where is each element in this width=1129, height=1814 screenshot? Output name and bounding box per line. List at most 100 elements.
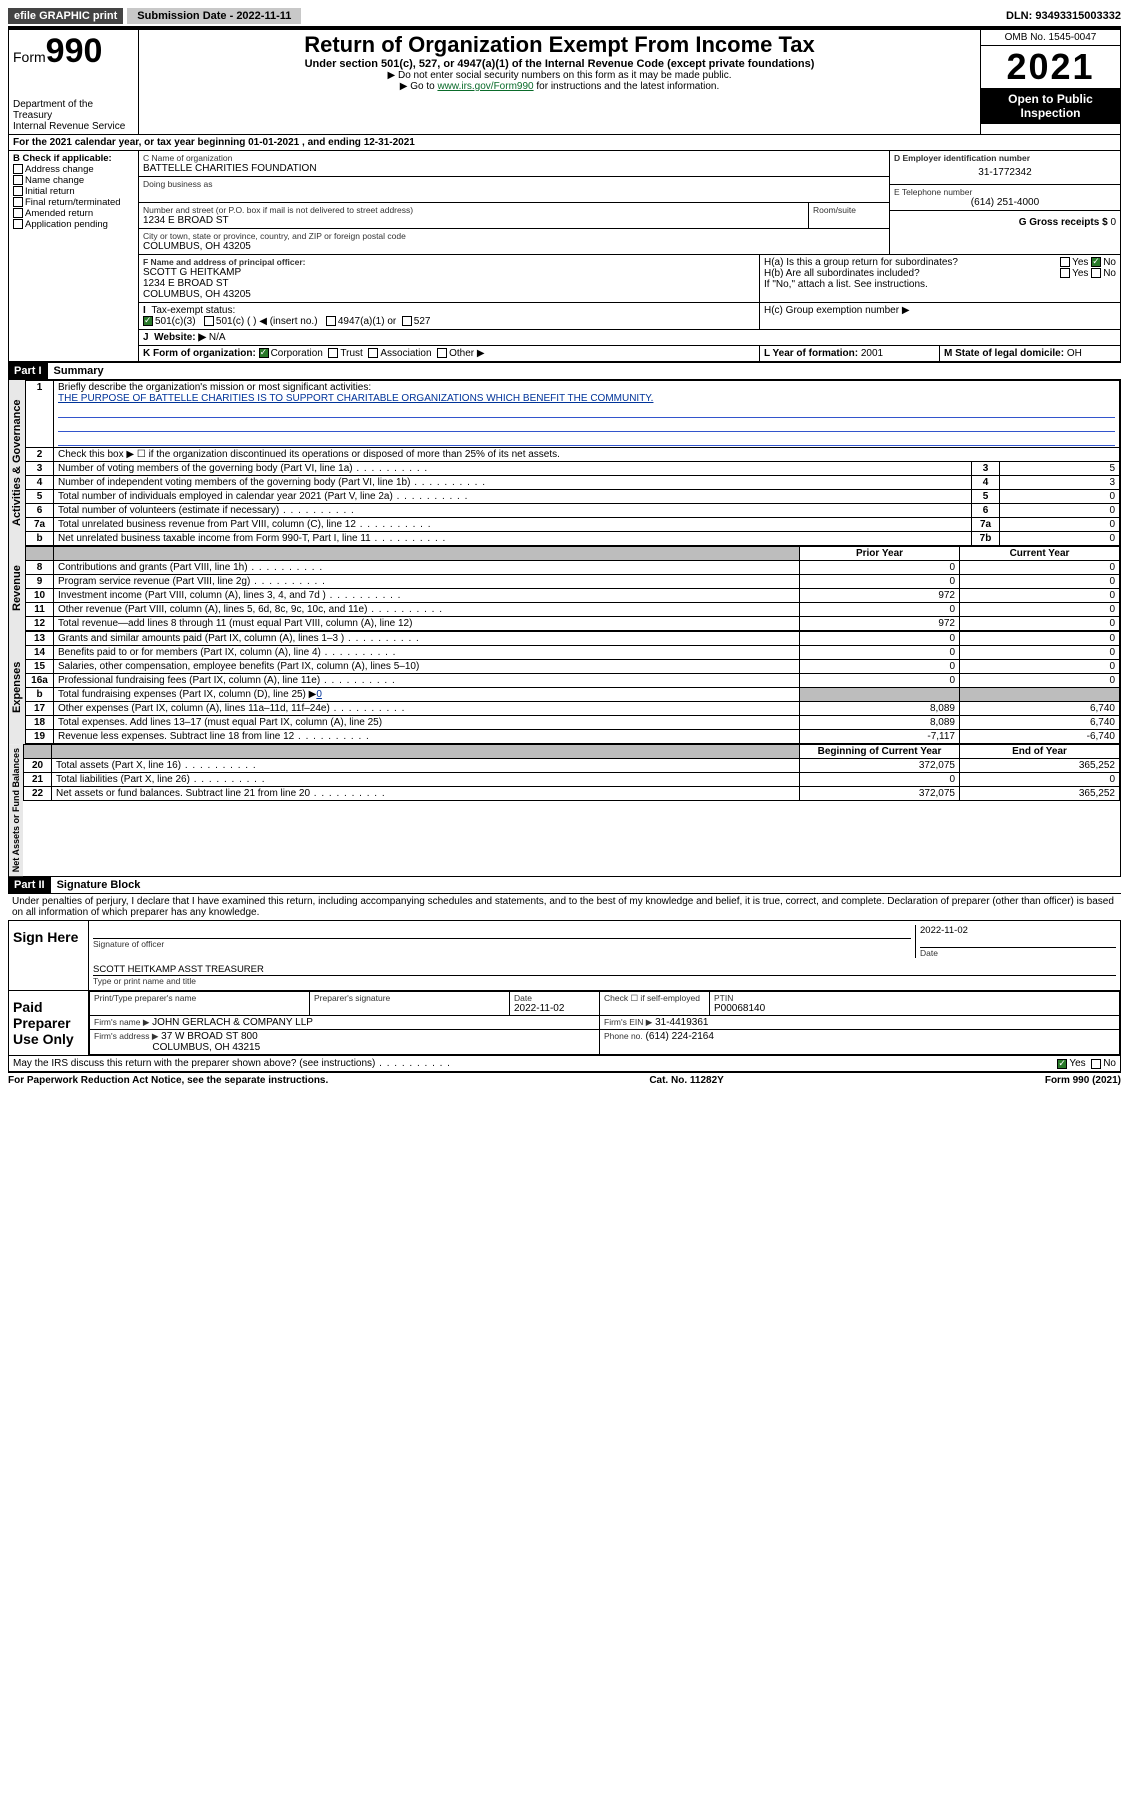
r15b: 0: [960, 660, 1120, 674]
pp-ptin-h: PTIN: [714, 993, 1115, 1003]
room-label: Room/suite: [813, 205, 885, 215]
side-na: Net Assets or Fund Balances: [9, 744, 23, 876]
street-address: 1234 E BROAD ST: [143, 215, 804, 226]
submission-date: Submission Date - 2022-11-11: [127, 8, 301, 24]
r15a: 0: [800, 660, 960, 674]
ha-yes[interactable]: Yes: [1072, 257, 1088, 268]
paid-preparer-block: Paid Preparer Use Only Print/Type prepar…: [8, 991, 1121, 1056]
firm-name: JOHN GERLACH & COMPANY LLP: [152, 1017, 313, 1028]
telephone: (614) 251-4000: [894, 197, 1116, 208]
form-title: Return of Organization Exempt From Incom…: [145, 32, 974, 58]
page-footer: For Paperwork Reduction Act Notice, see …: [8, 1072, 1121, 1086]
line21: Total liabilities (Part X, line 26): [56, 774, 266, 785]
r18b: 6,740: [960, 716, 1120, 730]
val5: 0: [1000, 490, 1120, 504]
part-i-bar: Part I Summary: [8, 362, 1121, 380]
discuss-row: May the IRS discuss this return with the…: [8, 1056, 1121, 1072]
r13b: 0: [960, 632, 1120, 646]
firm-addr2: COLUMBUS, OH 43215: [152, 1042, 260, 1053]
chk-501c[interactable]: 501(c) ( ) ◀ (insert no.): [216, 316, 318, 327]
form-number: 990: [46, 32, 103, 70]
line20: Total assets (Part X, line 16): [56, 760, 257, 771]
line14: Benefits paid to or for members (Part IX…: [58, 647, 396, 658]
pp-check[interactable]: Check ☐ if self-employed: [604, 993, 705, 1004]
sig-date-label: Date: [920, 948, 1116, 958]
hb-yes[interactable]: Yes: [1072, 268, 1088, 279]
line8: Contributions and grants (Part VIII, lin…: [58, 562, 323, 573]
revenue-section: Revenue Prior YearCurrent Year 8Contribu…: [8, 546, 1121, 631]
box-d-label: D Employer identification number: [894, 153, 1116, 163]
r18a: 8,089: [800, 716, 960, 730]
city-state-zip: COLUMBUS, OH 43205: [143, 241, 885, 252]
chk-trust[interactable]: Trust: [340, 348, 362, 359]
city-label: City or town, state or province, country…: [143, 231, 885, 241]
box-m-label: M State of legal domicile:: [944, 348, 1064, 359]
chk-app-pending[interactable]: Application pending: [25, 219, 108, 230]
r10a: 972: [800, 589, 960, 603]
chk-name-change[interactable]: Name change: [25, 175, 84, 186]
efile-badge[interactable]: efile GRAPHIC print: [8, 8, 123, 24]
pp-date: 2022-11-02: [514, 1003, 595, 1014]
chk-amended[interactable]: Amended return: [25, 208, 93, 219]
part-i-title: Summary: [48, 363, 110, 379]
paid-preparer-label: Paid Preparer Use Only: [9, 991, 89, 1055]
val4: 3: [1000, 476, 1120, 490]
r21b: 0: [960, 773, 1120, 787]
r12b: 0: [960, 617, 1120, 631]
r9b: 0: [960, 575, 1120, 589]
website: N/A: [209, 332, 226, 343]
chk-final-return[interactable]: Final return/terminated: [25, 197, 121, 208]
discuss-yes[interactable]: Yes: [1069, 1058, 1085, 1069]
line2: Check this box ▶ ☐ if the organization d…: [54, 448, 1120, 462]
chk-527[interactable]: 527: [414, 316, 431, 327]
firm-phone: (614) 224-2164: [646, 1031, 714, 1042]
cat-no: Cat. No. 11282Y: [649, 1075, 723, 1086]
gross-receipts: 0: [1110, 217, 1116, 228]
open-public: Open to Public Inspection: [981, 88, 1120, 124]
irs-link[interactable]: www.irs.gov/Form990: [437, 81, 533, 92]
subtitle-1: Under section 501(c), 527, or 4947(a)(1)…: [145, 58, 974, 70]
part-ii-header: Part II: [8, 877, 51, 893]
subtitle-2: ▶ Do not enter social security numbers o…: [145, 70, 974, 81]
net-assets-section: Net Assets or Fund Balances Beginning of…: [8, 744, 1121, 876]
hb-no[interactable]: No: [1103, 268, 1116, 279]
line7a: Total unrelated business revenue from Pa…: [58, 519, 432, 530]
state-domicile: OH: [1067, 348, 1082, 359]
chk-initial-return[interactable]: Initial return: [25, 186, 75, 197]
r16a: 0: [800, 674, 960, 688]
r19b: -6,740: [960, 730, 1120, 744]
box-i-label: Tax-exempt status:: [151, 305, 235, 316]
side-ag: Activities & Governance: [9, 380, 25, 546]
col-prior: Prior Year: [800, 547, 960, 561]
chk-other[interactable]: Other ▶: [449, 348, 484, 359]
r14b: 0: [960, 646, 1120, 660]
chk-corp[interactable]: Corporation: [271, 348, 323, 359]
declaration: Under penalties of perjury, I declare th…: [8, 894, 1121, 920]
r11a: 0: [800, 603, 960, 617]
part-i-header: Part I: [8, 363, 48, 379]
h-note: If "No," attach a list. See instructions…: [764, 279, 1116, 290]
r12a: 972: [800, 617, 960, 631]
chk-4947[interactable]: 4947(a)(1) or: [338, 316, 396, 327]
box-g-label: G Gross receipts $: [1019, 217, 1108, 228]
chk-501c3[interactable]: 501(c)(3): [155, 316, 196, 327]
sign-here-label: Sign Here: [9, 921, 89, 990]
topbar: efile GRAPHIC print Submission Date - 20…: [8, 8, 1121, 24]
line16b-val: 0: [316, 689, 322, 700]
chk-address-change[interactable]: Address change: [25, 164, 94, 175]
firm-ein-l: Firm's EIN ▶: [604, 1017, 652, 1027]
pp-name-h: Print/Type preparer's name: [94, 993, 305, 1003]
firm-addr1: 37 W BROAD ST 800: [161, 1031, 258, 1042]
discuss-no[interactable]: No: [1103, 1058, 1116, 1069]
val7a: 0: [1000, 518, 1120, 532]
officer-name: SCOTT G HEITKAMP: [143, 267, 755, 278]
box-k-label: K Form of organization:: [143, 348, 256, 359]
year-formation: 2001: [861, 348, 883, 359]
ha-no[interactable]: No: [1103, 257, 1116, 268]
chk-assoc[interactable]: Association: [380, 348, 431, 359]
org-name: BATTELLE CHARITIES FOUNDATION: [143, 163, 885, 174]
r14a: 0: [800, 646, 960, 660]
firm-ein: 31-4419361: [655, 1017, 708, 1028]
mission-text: THE PURPOSE OF BATTELLE CHARITIES IS TO …: [58, 393, 653, 404]
irs-label: Internal Revenue Service: [13, 121, 134, 132]
